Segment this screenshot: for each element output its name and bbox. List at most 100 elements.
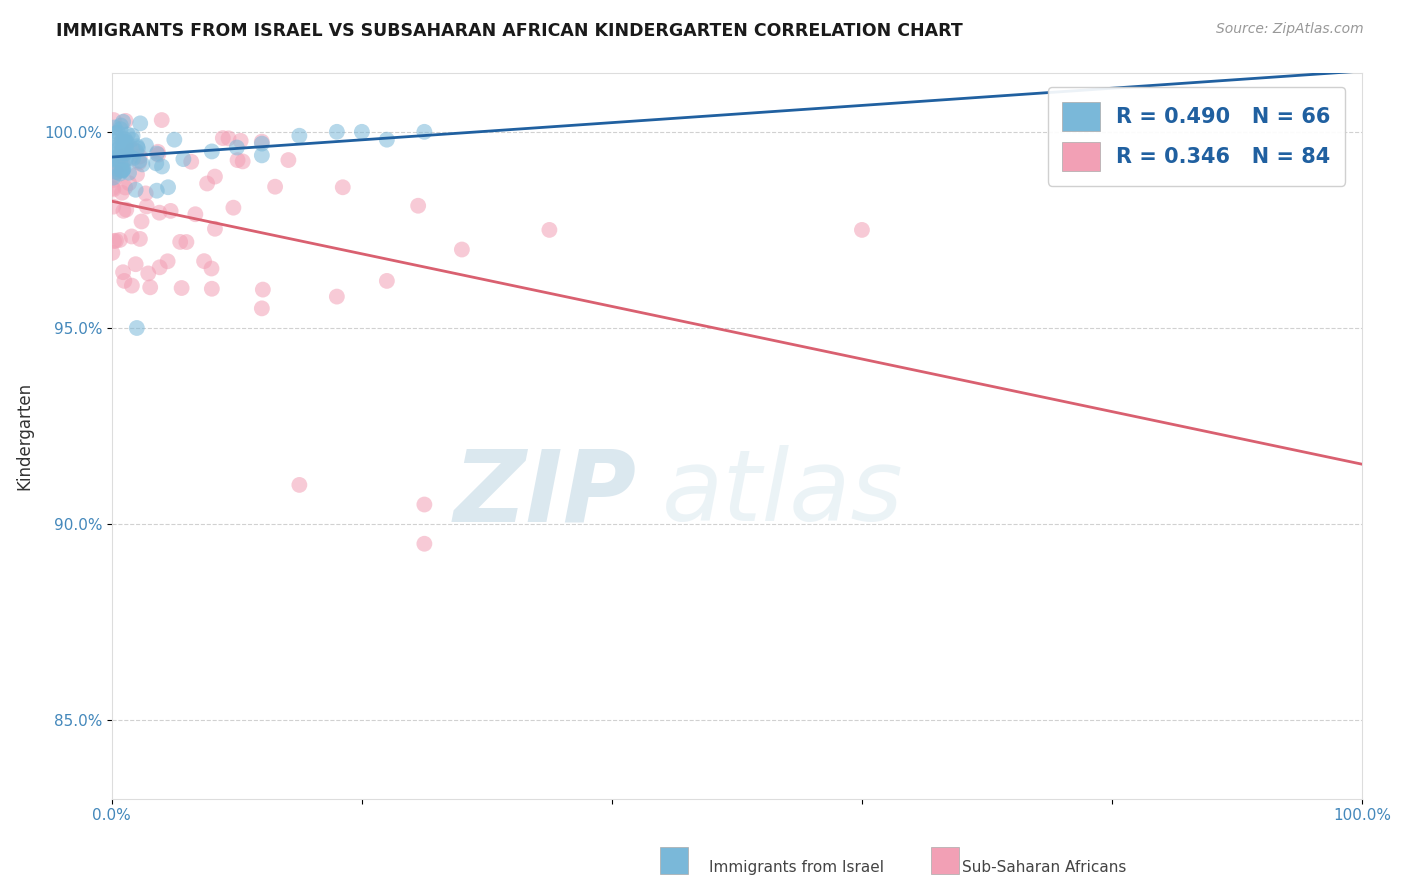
- Point: [103, 113, 125, 128]
- Point: [112, 162, 135, 177]
- Point: [105, 151, 128, 165]
- Point: [112, 265, 135, 279]
- Point: [128, 232, 150, 246]
- Point: [250, 135, 273, 149]
- Point: [111, 164, 134, 178]
- Point: [204, 169, 226, 184]
- Point: [250, 301, 273, 316]
- Point: [112, 146, 135, 161]
- Point: [250, 136, 273, 151]
- Bar: [659, 847, 688, 874]
- Point: [111, 163, 134, 178]
- Point: [157, 180, 180, 194]
- Point: [146, 145, 169, 159]
- Point: [122, 151, 145, 165]
- Point: [114, 132, 136, 146]
- Point: [118, 176, 141, 190]
- Point: [250, 148, 273, 162]
- Point: [103, 173, 125, 187]
- Point: [101, 153, 124, 167]
- Point: [225, 140, 247, 154]
- Point: [121, 143, 143, 157]
- Point: [127, 139, 149, 153]
- Point: [107, 162, 129, 177]
- Point: [252, 283, 274, 297]
- Point: [103, 182, 125, 196]
- Point: [108, 141, 131, 155]
- Point: [114, 114, 136, 128]
- Point: [135, 199, 157, 213]
- Point: [112, 148, 135, 162]
- Point: [114, 152, 136, 166]
- Point: [195, 177, 218, 191]
- Point: [124, 183, 146, 197]
- Legend: R = 0.490   N = 66, R = 0.346   N = 84: R = 0.490 N = 66, R = 0.346 N = 84: [1047, 87, 1346, 186]
- Point: [184, 207, 207, 221]
- Y-axis label: Kindergarten: Kindergarten: [15, 382, 32, 490]
- Point: [103, 120, 125, 135]
- Point: [375, 274, 398, 288]
- Point: [124, 257, 146, 271]
- Point: [193, 254, 215, 268]
- Point: [115, 202, 138, 217]
- Point: [114, 135, 136, 149]
- Point: [115, 135, 138, 149]
- Point: [150, 160, 173, 174]
- Point: [114, 180, 136, 194]
- Point: [114, 146, 136, 161]
- Point: [108, 166, 131, 180]
- Point: [125, 168, 148, 182]
- Point: [451, 243, 474, 257]
- Point: [104, 168, 127, 182]
- Point: [135, 186, 157, 201]
- Point: [115, 143, 138, 157]
- Point: [264, 179, 287, 194]
- Point: [111, 144, 134, 158]
- Point: [110, 150, 132, 164]
- Point: [288, 478, 311, 492]
- Point: [121, 229, 143, 244]
- Point: [101, 245, 124, 260]
- Point: [103, 141, 125, 155]
- Point: [413, 537, 436, 551]
- Point: [163, 133, 186, 147]
- Bar: [931, 847, 959, 874]
- Point: [112, 163, 135, 178]
- Point: [201, 282, 224, 296]
- Point: [107, 153, 129, 167]
- Point: [218, 131, 240, 145]
- Point: [277, 153, 299, 167]
- Point: [129, 116, 152, 130]
- Point: [112, 114, 135, 128]
- Point: [146, 184, 169, 198]
- Point: [105, 165, 128, 179]
- Point: [201, 145, 224, 159]
- Point: [375, 133, 398, 147]
- Point: [111, 186, 134, 200]
- Point: [148, 205, 170, 219]
- Text: Source: ZipAtlas.com: Source: ZipAtlas.com: [1216, 22, 1364, 37]
- Point: [204, 221, 226, 235]
- Point: [104, 234, 127, 248]
- Point: [101, 148, 124, 162]
- Point: [211, 131, 233, 145]
- Text: ZIP: ZIP: [454, 445, 637, 542]
- Point: [125, 321, 148, 335]
- Point: [176, 235, 198, 249]
- Point: [406, 199, 429, 213]
- Point: [103, 200, 125, 214]
- Point: [232, 154, 254, 169]
- Point: [103, 234, 125, 248]
- Point: [332, 180, 354, 194]
- Point: [110, 156, 132, 170]
- Point: [110, 136, 132, 150]
- Point: [413, 125, 436, 139]
- Point: [326, 125, 349, 139]
- Text: IMMIGRANTS FROM ISRAEL VS SUBSAHARAN AFRICAN KINDERGARTEN CORRELATION CHART: IMMIGRANTS FROM ISRAEL VS SUBSAHARAN AFR…: [56, 22, 963, 40]
- Point: [131, 157, 153, 171]
- Point: [148, 147, 170, 161]
- Point: [538, 223, 561, 237]
- Point: [128, 155, 150, 169]
- Point: [170, 281, 193, 295]
- Point: [111, 142, 134, 156]
